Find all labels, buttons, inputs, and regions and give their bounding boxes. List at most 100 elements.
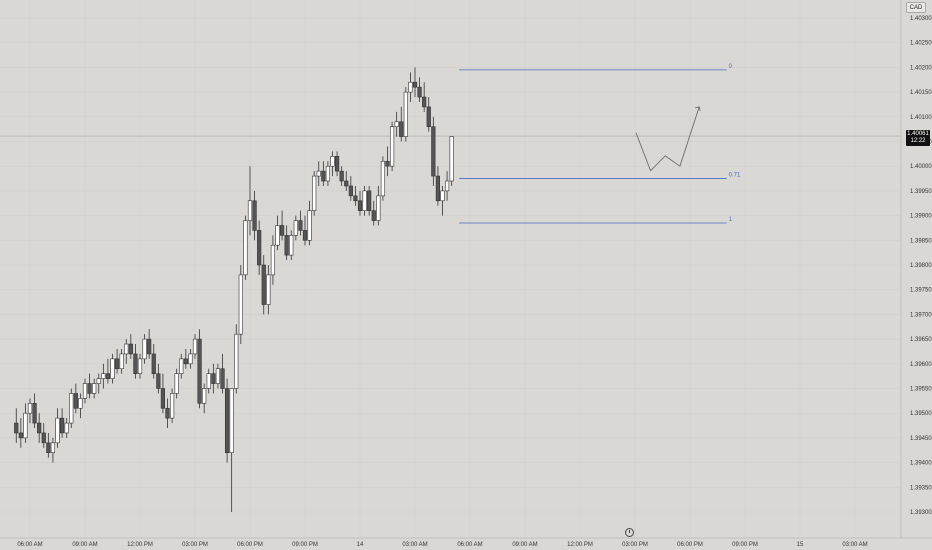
candle-body xyxy=(179,358,184,374)
candle-body xyxy=(440,190,445,202)
candle-body xyxy=(151,353,156,374)
candle-body xyxy=(64,422,69,434)
time-tick-label: 09:00 PM xyxy=(292,542,318,548)
time-tick-label: 12:00 PM xyxy=(127,542,153,548)
candle-body xyxy=(238,274,243,335)
candle-body xyxy=(417,86,422,98)
candle-body xyxy=(50,442,56,454)
candle-body xyxy=(266,274,271,305)
candle-body xyxy=(202,388,207,404)
candle-body xyxy=(92,383,97,394)
candle-body xyxy=(353,195,358,202)
time-tick-label: 14 xyxy=(357,542,364,548)
candle-body xyxy=(339,170,344,182)
candle-body xyxy=(73,393,78,409)
candle-body xyxy=(252,200,257,231)
price-tick-label: 1.39500 xyxy=(910,411,932,417)
candle-body xyxy=(169,393,175,419)
candle-body xyxy=(215,368,221,384)
candle-body xyxy=(367,190,372,211)
chart-grid xyxy=(0,0,901,538)
candle-body xyxy=(128,343,133,355)
candle-body xyxy=(247,200,253,221)
candle-body xyxy=(403,91,408,137)
time-tick-label: 09:00 PM xyxy=(732,542,758,548)
time-axis[interactable] xyxy=(0,538,932,550)
candle-body xyxy=(307,210,312,241)
projection-path[interactable] xyxy=(635,106,701,172)
candle-body xyxy=(41,432,46,444)
candle-body xyxy=(55,417,60,444)
price-tick-label: 1.40000 xyxy=(910,164,932,170)
candle-body xyxy=(435,175,441,202)
clock-icon[interactable] xyxy=(625,528,634,537)
candle-body xyxy=(362,190,367,211)
candle-body xyxy=(330,156,335,167)
candle-body xyxy=(449,136,454,182)
price-tick-label: 1.40200 xyxy=(910,65,932,71)
price-tick-label: 1.39400 xyxy=(910,461,932,467)
fib-retracement[interactable]: 0 0.71 1 xyxy=(459,64,741,224)
candle-body xyxy=(69,393,74,424)
candle-body xyxy=(110,358,115,379)
candle-body xyxy=(18,432,23,439)
currency-badge[interactable]: CAD xyxy=(906,2,926,13)
candle-body xyxy=(376,195,381,221)
time-tick-label: 03:00 PM xyxy=(182,542,208,548)
candle-body xyxy=(174,373,179,394)
candle-body xyxy=(160,388,166,409)
candle-body xyxy=(46,442,51,454)
candle-body xyxy=(105,373,111,379)
candle-body xyxy=(229,388,234,454)
candle-body xyxy=(165,407,170,419)
candle-body xyxy=(192,338,198,355)
time-tick-label: 15 xyxy=(797,542,804,548)
time-tick-label: 09:00 AM xyxy=(512,542,537,548)
price-tick-label: 1.39350 xyxy=(910,485,932,491)
candle-body xyxy=(183,358,188,365)
candle-body xyxy=(119,353,124,370)
time-tick-label: 06:00 PM xyxy=(677,542,703,548)
candle-body xyxy=(197,338,202,404)
candle-body xyxy=(261,264,266,305)
fib-level-label: 1 xyxy=(729,217,733,223)
candle-body xyxy=(133,353,138,374)
candle-body xyxy=(206,373,211,389)
candle-body xyxy=(101,373,106,379)
projection-arrowhead xyxy=(695,106,701,112)
candle-body xyxy=(82,383,88,399)
candle-body xyxy=(23,412,28,439)
price-tick-label: 1.40100 xyxy=(910,115,932,121)
candle-body xyxy=(211,373,216,384)
price-tick-label: 1.40300 xyxy=(910,16,932,22)
time-tick-label: 06:00 AM xyxy=(457,542,482,548)
price-tick-label: 1.39750 xyxy=(910,288,932,294)
candle-body xyxy=(147,338,152,355)
candle-body xyxy=(316,170,321,177)
candle-body xyxy=(298,220,303,231)
candle-body xyxy=(389,126,395,167)
time-tick-label: 06:00 AM xyxy=(17,542,42,548)
candle-body xyxy=(325,165,331,182)
price-axis[interactable] xyxy=(901,0,932,538)
time-tick-label: 03:00 AM xyxy=(842,542,867,548)
time-tick-label: 06:00 PM xyxy=(237,542,263,548)
price-tick-label: 1.39900 xyxy=(910,214,932,220)
candle-body xyxy=(156,373,161,389)
candle-body xyxy=(124,343,129,355)
candle-body xyxy=(59,417,65,434)
candle-body xyxy=(284,235,289,256)
candle-body xyxy=(399,121,404,137)
candle-body xyxy=(357,200,363,211)
candle-body xyxy=(431,126,436,177)
price-tick-label: 1.40150 xyxy=(910,90,932,96)
candle-body xyxy=(142,338,147,360)
candle-body xyxy=(137,358,143,374)
candle-body xyxy=(32,403,37,424)
candle-body xyxy=(321,170,326,182)
candle-body xyxy=(37,422,42,434)
candle-body xyxy=(371,210,376,221)
candle-body xyxy=(270,244,276,276)
candle-body xyxy=(412,81,418,88)
